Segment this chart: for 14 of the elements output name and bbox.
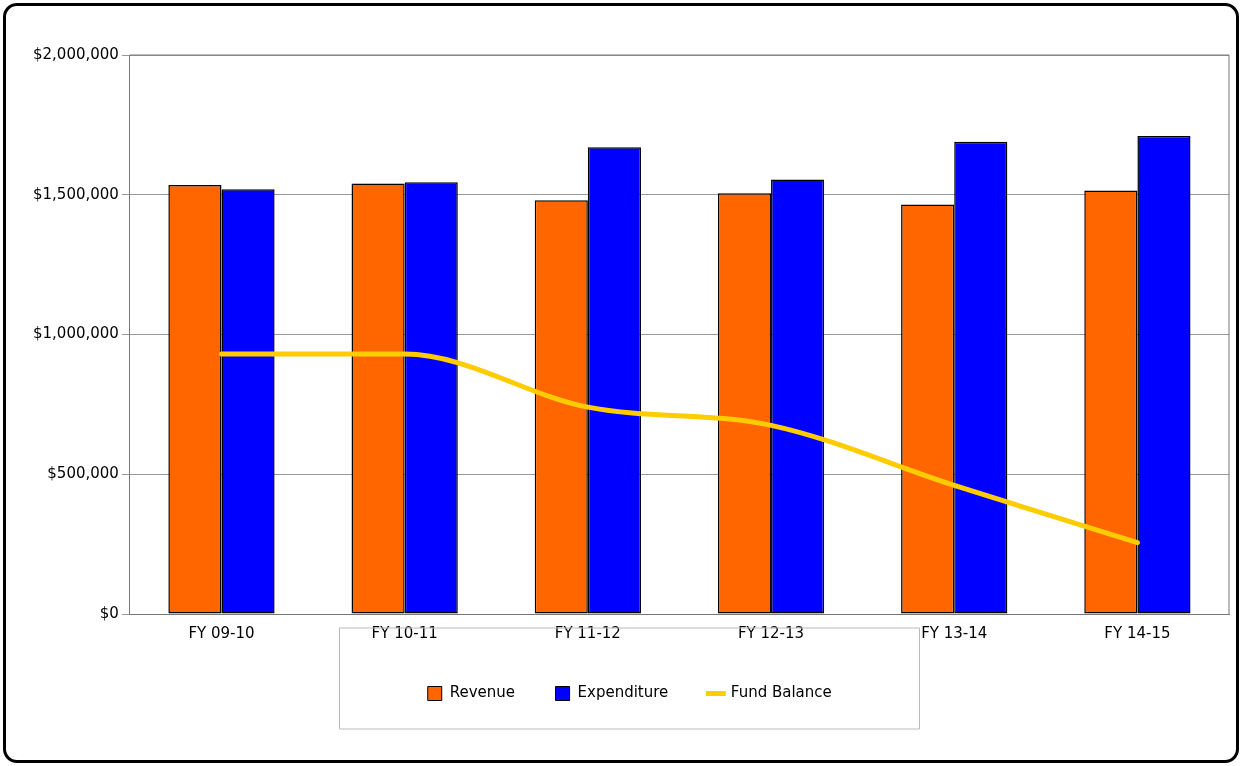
y-tick-label: $500,000 (47, 464, 119, 483)
x-tick-label: FY 12-13 (737, 623, 805, 642)
x-tick-label: FY 09-10 (188, 623, 255, 642)
legend-label: Expenditure (577, 683, 669, 702)
y-tick-label: $1,000,000 (32, 324, 119, 343)
legend-label: Fund Balance (730, 683, 832, 702)
x-tick-label: FY 14-15 (1104, 623, 1171, 642)
y-tick-label: $2,000,000 (32, 44, 119, 63)
legend-label: Revenue (449, 683, 516, 702)
x-tick-label: FY 11-12 (554, 623, 621, 642)
y-tick-label: $0 (99, 603, 119, 622)
y-tick-label: $1,500,000 (32, 184, 119, 203)
x-tick-label: FY 13-14 (921, 623, 988, 642)
x-tick-label: FY 10-11 (371, 623, 438, 642)
